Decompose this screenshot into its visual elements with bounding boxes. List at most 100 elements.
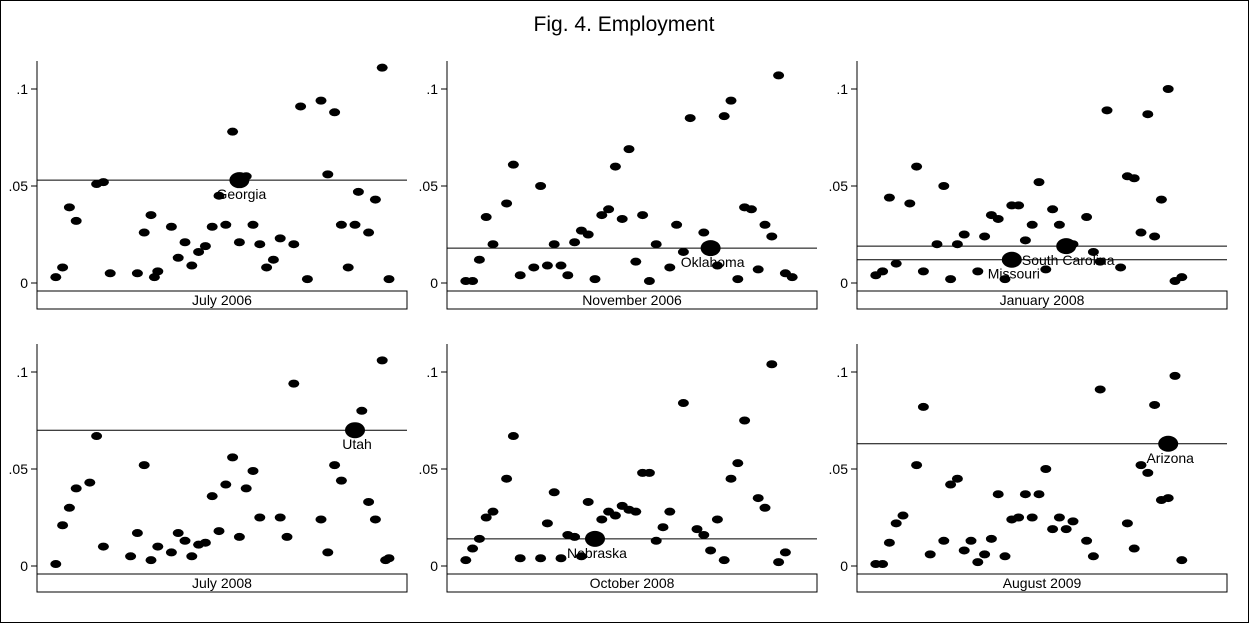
data-point xyxy=(938,182,950,190)
data-point xyxy=(972,267,984,276)
data-point xyxy=(1149,232,1161,241)
highlight-label: Arizona xyxy=(1146,450,1194,466)
data-point xyxy=(904,199,916,208)
data-point xyxy=(1081,213,1093,222)
scatter-panel: 0 .05 .1 Utah July 2008 xyxy=(9,344,408,593)
data-point xyxy=(1033,178,1045,187)
data-point xyxy=(773,558,785,567)
data-point xyxy=(698,228,710,237)
data-point xyxy=(138,228,150,237)
data-point xyxy=(186,261,198,270)
data-point xyxy=(322,170,334,179)
data-point xyxy=(897,511,909,520)
highlight-point xyxy=(1001,251,1022,268)
data-point xyxy=(877,267,889,276)
data-point xyxy=(745,205,757,214)
data-point xyxy=(657,523,669,532)
data-point xyxy=(773,71,785,80)
y-tick-label: 0 xyxy=(840,558,848,574)
data-point xyxy=(165,222,177,231)
data-point xyxy=(1019,490,1031,499)
data-point xyxy=(1040,465,1052,473)
data-point xyxy=(138,461,150,470)
data-point xyxy=(555,554,567,563)
highlight-point xyxy=(1056,238,1077,255)
data-point xyxy=(352,187,364,196)
data-point xyxy=(247,466,259,475)
data-point xyxy=(1094,257,1106,266)
data-point xyxy=(752,265,764,274)
data-point xyxy=(917,267,929,276)
data-point xyxy=(487,240,499,249)
data-point xyxy=(1013,513,1025,522)
data-point xyxy=(240,484,252,493)
y-tick-label: 0 xyxy=(430,558,438,574)
data-point xyxy=(213,527,225,536)
y-tick-label: .1 xyxy=(16,364,28,380)
data-point xyxy=(1149,400,1161,409)
highlight-point xyxy=(229,172,250,189)
data-point xyxy=(247,220,259,229)
data-point xyxy=(766,232,778,241)
data-point xyxy=(1026,513,1038,522)
data-point xyxy=(555,261,567,270)
data-point xyxy=(288,240,300,249)
data-point xyxy=(883,193,895,202)
highlight-point xyxy=(1158,435,1179,452)
y-tick-label: .1 xyxy=(426,364,438,380)
data-point xyxy=(691,525,703,534)
data-point xyxy=(958,546,970,555)
data-point xyxy=(1135,461,1147,470)
data-point xyxy=(569,532,581,541)
data-point xyxy=(356,406,368,415)
data-point xyxy=(698,530,710,539)
data-point xyxy=(992,490,1004,499)
data-point xyxy=(480,213,492,222)
data-point xyxy=(274,234,286,243)
data-point xyxy=(643,468,655,477)
highlight-label: South Carolina xyxy=(1022,252,1115,268)
data-point xyxy=(1067,517,1079,526)
y-tick-label: .05 xyxy=(829,461,849,477)
data-point xyxy=(569,238,581,247)
data-point xyxy=(582,230,594,239)
data-point xyxy=(227,127,239,136)
data-point xyxy=(609,162,621,171)
data-point xyxy=(766,360,778,369)
data-point xyxy=(1081,536,1093,545)
data-point xyxy=(329,108,341,117)
data-point xyxy=(145,556,157,565)
data-point xyxy=(890,259,902,268)
data-point xyxy=(643,277,655,286)
y-tick-label: 0 xyxy=(20,275,28,291)
data-point xyxy=(1135,228,1147,237)
data-point xyxy=(480,513,492,522)
highlight-point xyxy=(345,422,365,439)
panel-label: July 2006 xyxy=(192,292,252,308)
data-point xyxy=(91,432,103,441)
data-point xyxy=(295,102,307,111)
data-point xyxy=(596,515,608,524)
data-point xyxy=(911,162,923,171)
data-point xyxy=(1115,263,1127,272)
data-point xyxy=(718,556,730,565)
data-point xyxy=(57,263,69,272)
data-point xyxy=(1047,205,1059,214)
data-point xyxy=(335,476,347,485)
data-point xyxy=(376,63,388,72)
highlight-label: Missouri xyxy=(988,266,1040,282)
data-point xyxy=(213,191,225,200)
data-point xyxy=(705,546,717,555)
data-point xyxy=(50,273,62,282)
y-tick-label: 0 xyxy=(430,275,438,291)
data-point xyxy=(84,478,96,487)
panel-label-box xyxy=(446,573,818,593)
data-point xyxy=(985,534,997,543)
data-point xyxy=(206,492,218,501)
data-point xyxy=(467,544,479,553)
data-point xyxy=(623,145,635,154)
data-point xyxy=(507,160,519,169)
data-point xyxy=(911,461,923,470)
y-tick-label: .05 xyxy=(419,461,439,477)
